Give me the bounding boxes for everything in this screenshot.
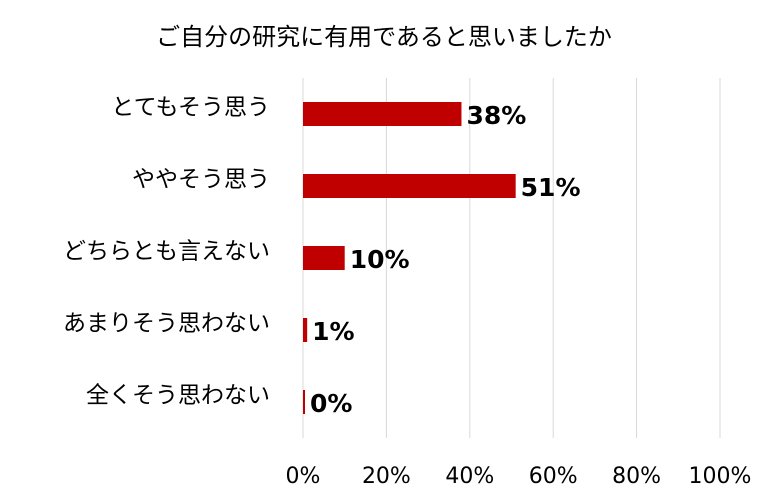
x-tick-label: 100% — [689, 464, 752, 489]
bar — [303, 390, 305, 414]
y-tick-label: とてもそう思う — [111, 95, 270, 121]
value-label: 51% — [521, 173, 581, 202]
bar — [303, 246, 345, 270]
x-tick-label: 40% — [445, 464, 494, 489]
x-tick-label: 60% — [529, 464, 578, 489]
value-label: 0% — [310, 389, 352, 418]
x-tick-label: 20% — [362, 464, 411, 489]
x-tick-label: 80% — [612, 464, 661, 489]
x-tick-label: 0% — [286, 464, 321, 489]
value-label: 38% — [466, 101, 526, 130]
y-tick-label: あまりそう思わない — [63, 311, 270, 337]
bar — [303, 102, 462, 126]
value-label: 1% — [312, 317, 354, 346]
y-tick-label: ややそう思う — [132, 167, 270, 193]
y-tick-label: 全くそう思わない — [86, 383, 270, 409]
bar — [303, 318, 308, 342]
bar — [303, 174, 516, 198]
chart-title: ご自分の研究に有用であると思いましたか — [156, 23, 612, 51]
value-label: 10% — [350, 245, 410, 274]
y-tick-label: どちらとも言えない — [63, 239, 270, 265]
